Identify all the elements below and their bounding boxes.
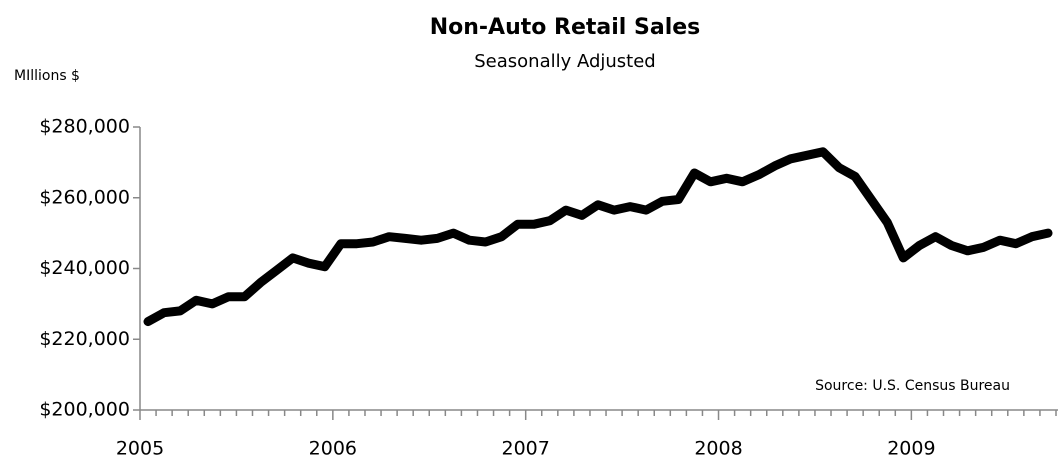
y-tick-label: $240,000 <box>39 257 130 279</box>
y-tick-label: $280,000 <box>39 116 130 138</box>
x-tick-label: 2006 <box>309 438 357 460</box>
source-note: Source: U.S. Census Bureau <box>815 378 1010 394</box>
data-line <box>143 147 1053 327</box>
y-tick-label: $220,000 <box>39 328 130 350</box>
x-tick-label: 2005 <box>116 438 164 460</box>
chart-subtitle: Seasonally Adjusted <box>474 51 656 72</box>
y-tick-label: $260,000 <box>39 186 130 208</box>
x-tick-label: 2008 <box>694 438 742 460</box>
y-axis-label: MIllions $ <box>14 68 80 84</box>
x-tick-label: 2007 <box>502 438 550 460</box>
chart-title: Non-Auto Retail Sales <box>430 15 701 40</box>
x-tick-label: 2009 <box>887 438 935 460</box>
y-tick-label: $200,000 <box>39 399 130 421</box>
